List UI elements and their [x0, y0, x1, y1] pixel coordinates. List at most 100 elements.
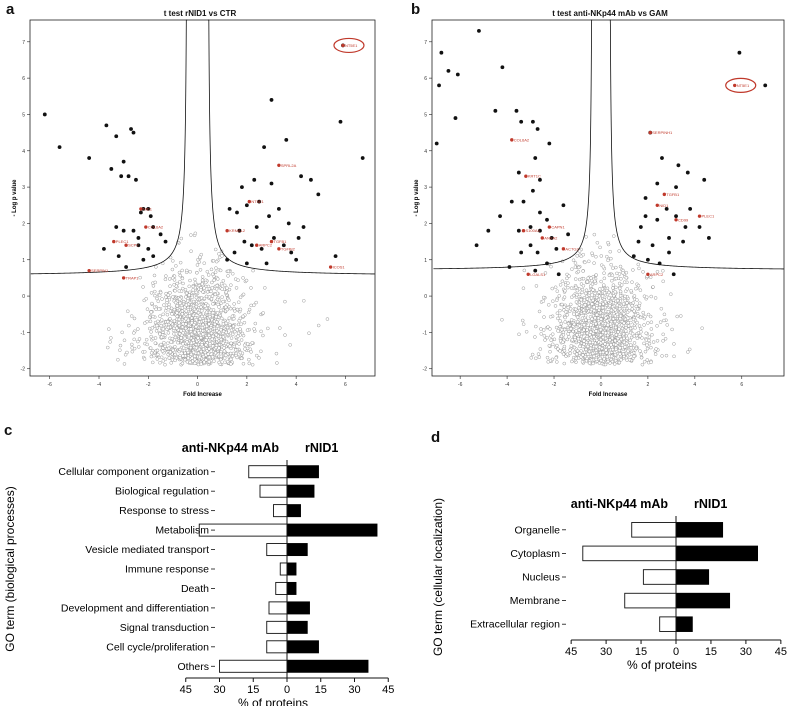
- nonsig-point: [221, 329, 226, 334]
- nonsig-point: [206, 352, 210, 356]
- nonsig-point: [195, 263, 200, 267]
- nonsig-point: [173, 352, 177, 357]
- nonsig-point: [171, 295, 175, 299]
- nonsig-point: [179, 289, 184, 293]
- significant-point: [109, 167, 114, 171]
- point-label: NT5E1: [345, 43, 358, 48]
- nonsig-point: [189, 327, 193, 331]
- nonsig-point: [199, 288, 203, 292]
- nonsig-point: [194, 346, 199, 350]
- significant-point: [151, 225, 156, 229]
- nonsig-point: [173, 358, 177, 363]
- nonsig-point: [180, 325, 185, 329]
- nonsig-point: [201, 347, 206, 351]
- significant-point: [114, 225, 119, 229]
- significant-point: [262, 145, 267, 150]
- significant-point: [114, 134, 119, 139]
- nonsig-point: [189, 341, 194, 345]
- nonsig-point: [251, 268, 255, 273]
- nonsig-point: [120, 330, 124, 335]
- significant-point: [136, 236, 141, 240]
- nonsig-point: [191, 288, 195, 292]
- nonsig-point: [226, 319, 230, 323]
- nonsig-point: [187, 314, 192, 318]
- point-label: SPRL2A: [281, 163, 297, 168]
- nonsig-point: [158, 314, 162, 318]
- significant-point: [141, 206, 146, 211]
- nonsig-point: [118, 348, 122, 352]
- nonsig-point: [223, 360, 227, 365]
- nonsig-point: [171, 348, 175, 353]
- significant-point: [158, 232, 163, 237]
- nonsig-point: [283, 299, 287, 304]
- nonsig-point: [219, 337, 223, 342]
- nonsig-point: [198, 316, 202, 321]
- nonsig-point: [195, 271, 199, 275]
- nonsig-point: [238, 327, 242, 331]
- nonsig-point: [162, 303, 166, 307]
- significant-point: [289, 250, 294, 255]
- category-label: Organelle: [514, 524, 560, 536]
- nonsig-point: [212, 326, 217, 331]
- nonsig-point: [184, 303, 189, 307]
- nonsig-point: [249, 286, 253, 290]
- nonsig-point: [259, 329, 263, 334]
- significant-point: [131, 130, 136, 135]
- nonsig-point: [207, 322, 211, 326]
- nonsig-point: [178, 273, 182, 278]
- nonsig-point: [188, 345, 193, 350]
- plot-frame: [29, 19, 376, 377]
- nonsig-point: [210, 355, 215, 359]
- bar-right: [675, 616, 693, 632]
- nonsig-point: [132, 316, 137, 321]
- nonsig-point: [168, 255, 173, 260]
- nonsig-point: [137, 345, 141, 349]
- nonsig-point: [138, 275, 142, 280]
- nonsig-point: [143, 350, 147, 354]
- x-tick-label: -4: [97, 382, 102, 388]
- nonsig-point: [200, 309, 204, 313]
- nonsig-point: [196, 362, 201, 367]
- nonsig-point: [172, 319, 177, 323]
- nonsig-point: [154, 329, 159, 333]
- nonsig-point: [168, 321, 173, 325]
- nonsig-point: [122, 362, 127, 366]
- nonsig-point: [202, 314, 207, 319]
- significant-point: [259, 246, 264, 251]
- nonsig-point: [204, 358, 208, 362]
- nonsig-point: [257, 356, 261, 360]
- nonsig-point: [194, 295, 199, 300]
- significant-point: [286, 221, 291, 226]
- significant-point: [232, 250, 237, 255]
- nonsig-point: [215, 283, 219, 288]
- significant-point: [136, 243, 141, 248]
- significant-point: [129, 127, 133, 131]
- nonsig-point: [209, 349, 213, 353]
- significant-point: [102, 246, 106, 251]
- nonsig-point: [214, 314, 218, 319]
- nonsig-point: [160, 349, 165, 353]
- significant-point: [296, 236, 301, 240]
- nonsig-point: [173, 300, 178, 305]
- y-axis-label: - Log p value: [12, 179, 18, 217]
- nonsig-point: [165, 312, 170, 317]
- significant-point: [299, 174, 303, 179]
- nonsig-point: [122, 338, 127, 343]
- significant-point: [309, 177, 313, 182]
- nonsig-point: [149, 291, 154, 295]
- nonsig-point: [254, 300, 258, 305]
- significant-point: [294, 257, 299, 262]
- nonsig-point: [169, 340, 173, 344]
- nonsig-point: [190, 356, 194, 360]
- significant-point: [121, 159, 126, 164]
- panel-letter-d: d: [431, 429, 441, 446]
- nonsig-point: [143, 321, 147, 325]
- y-tick-label: 1: [22, 258, 25, 264]
- nonsig-point: [222, 356, 227, 360]
- nonsig-point: [237, 342, 241, 346]
- nonsig-point: [275, 361, 279, 365]
- nonsig-point: [202, 296, 207, 301]
- nonsig-point: [176, 340, 180, 345]
- nonsig-point: [105, 345, 110, 350]
- nonsig-point: [213, 270, 218, 274]
